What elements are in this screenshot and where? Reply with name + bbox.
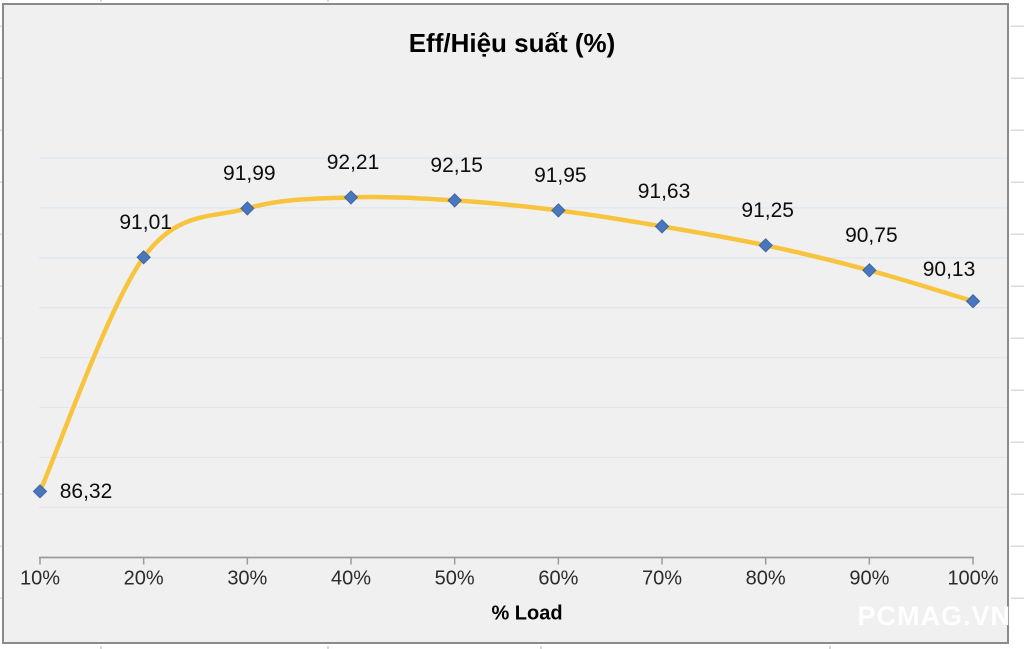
spreadsheet-left-strip bbox=[0, 0, 2, 649]
cell-gridline bbox=[100, 0, 102, 2]
spreadsheet-top-strip bbox=[0, 0, 1024, 2]
cell-gridline bbox=[100, 646, 102, 649]
cell-gridline bbox=[829, 646, 831, 649]
watermark: PCMAG.VN bbox=[857, 601, 1011, 631]
spreadsheet-right-strip bbox=[1011, 0, 1024, 649]
chart-area[interactable] bbox=[2, 3, 1009, 644]
cell-gridline bbox=[327, 0, 329, 2]
chart-title: Eff/Hiệu suất (%) bbox=[408, 28, 616, 58]
cell-gridline bbox=[327, 646, 329, 649]
x-axis-title: % Load bbox=[491, 602, 563, 625]
cell-gridline bbox=[540, 646, 542, 649]
spreadsheet-bottom-strip bbox=[0, 646, 1024, 649]
